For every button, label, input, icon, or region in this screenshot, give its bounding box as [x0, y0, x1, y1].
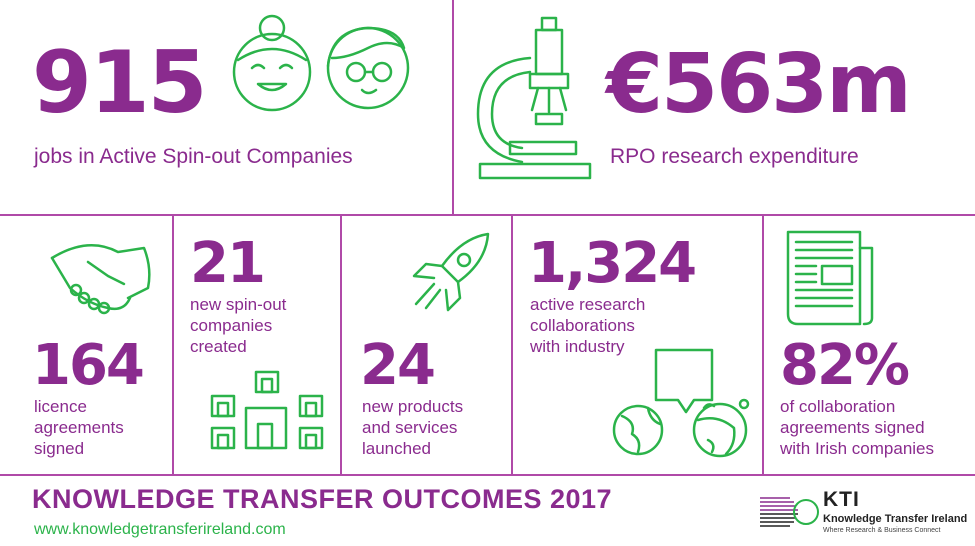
irish-value: 82% — [780, 333, 910, 398]
kti-logo-icon — [760, 497, 819, 527]
divider-bottom — [0, 474, 975, 476]
rocket-icon — [412, 232, 490, 312]
spinout-value: 21 — [190, 231, 266, 296]
kti-full-name: Knowledge Transfer Ireland — [823, 513, 968, 525]
divider-top — [0, 214, 975, 216]
buildings-icon — [210, 370, 324, 450]
kti-abbr: KTI — [823, 488, 860, 511]
rpo-value: €563m — [606, 37, 912, 132]
products-value: 24 — [360, 333, 436, 398]
kti-tagline: Where Research & Business Connect — [823, 527, 941, 534]
microscope-icon — [476, 16, 592, 180]
rpo-label: RPO research expenditure — [610, 145, 859, 168]
products-label-line-2: and services — [362, 418, 458, 437]
jobs-label: jobs in Active Spin-out Companies — [34, 145, 353, 168]
divider-top-center — [452, 0, 454, 214]
licence-value: 164 — [32, 333, 145, 398]
collab-label-line-3: with industry — [530, 337, 625, 356]
products-label: new products and services launched — [362, 396, 463, 459]
spinout-label-line-1: new spin-out — [190, 295, 287, 314]
products-label-line-1: new products — [362, 397, 464, 416]
spinout-label: new spin-out companies created — [190, 294, 286, 357]
spinout-label-line-3: created — [190, 337, 247, 356]
footer-title: KNOWLEDGE TRANSFER OUTCOMES 2017 — [32, 484, 613, 514]
licence-label: licence agreements signed — [34, 396, 124, 459]
jobs-value: 915 — [32, 33, 208, 133]
licence-label-line-1: licence — [34, 397, 87, 416]
collab-value: 1,324 — [528, 231, 697, 296]
faces-icon — [232, 14, 410, 112]
irish-label-line-3: with Irish companies — [780, 439, 935, 458]
divider-2 — [340, 214, 342, 474]
irish-label-line-2: agreements signed — [780, 418, 925, 437]
globes-chat-icon — [612, 348, 750, 458]
collab-label-line-1: active research — [530, 295, 646, 314]
collab-label: active research collaborations with indu… — [530, 294, 645, 357]
divider-3 — [511, 214, 513, 474]
divider-4 — [762, 214, 764, 474]
spinout-label-line-2: companies — [190, 316, 273, 335]
licence-label-line-3: signed — [34, 439, 85, 458]
footer-url-link[interactable]: www.knowledgetransferireland.com — [34, 521, 286, 538]
licence-label-line-2: agreements — [34, 418, 124, 437]
irish-label: of collaboration agreements signed with … — [780, 396, 934, 459]
divider-1 — [172, 214, 174, 474]
handshake-icon — [50, 244, 151, 315]
irish-label-line-1: of collaboration — [780, 397, 896, 416]
collab-label-line-2: collaborations — [530, 316, 635, 335]
newspaper-icon — [786, 230, 874, 326]
products-label-line-3: launched — [362, 439, 432, 458]
